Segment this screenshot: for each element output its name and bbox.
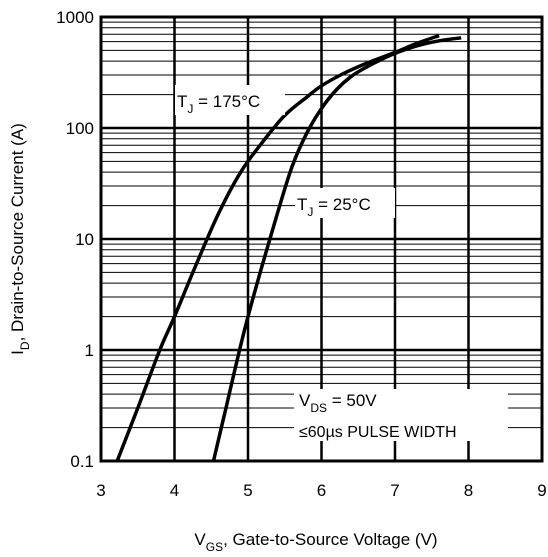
x-tick-label: 9 — [537, 481, 546, 500]
x-tick-label: 5 — [243, 481, 252, 500]
annotation-pulse-width: ≤60µs PULSE WIDTH — [299, 424, 457, 441]
series-label-175c: TJ = 175°C — [177, 92, 260, 116]
x-tick-label: 6 — [317, 481, 326, 500]
label-bg-25 — [295, 188, 395, 218]
y-tick-label: 1000 — [56, 8, 94, 27]
y-tick-label: 1 — [85, 341, 94, 360]
x-tick-label: 7 — [390, 481, 399, 500]
plot-frame — [99, 15, 544, 463]
annotation-vds: VDS = 50V — [299, 391, 377, 415]
y-tick-labels: 0.1 1 10 100 1000 — [56, 8, 94, 471]
x-tick-labels: 3 4 5 6 7 8 9 — [96, 481, 546, 500]
label-bg-175 — [175, 85, 285, 115]
x-tick-label: 8 — [464, 481, 473, 500]
curve-tj-25c — [211, 36, 462, 462]
y-tick-label: 0.1 — [70, 452, 94, 471]
x-axis-label: VGS, Gate-to-Source Voltage (V) — [194, 530, 437, 554]
x-tick-label: 3 — [96, 481, 105, 500]
x-tick-label: 4 — [170, 481, 179, 500]
y-tick-label: 100 — [66, 119, 94, 138]
curves — [115, 33, 462, 462]
series-label-25c: TJ = 25°C — [297, 195, 371, 219]
y-tick-label: 10 — [75, 230, 94, 249]
curve-tj-175c — [115, 33, 440, 462]
annotation-bg — [294, 389, 508, 441]
y-axis-label: ID, Drain-to-Source Current (A) — [8, 123, 32, 355]
